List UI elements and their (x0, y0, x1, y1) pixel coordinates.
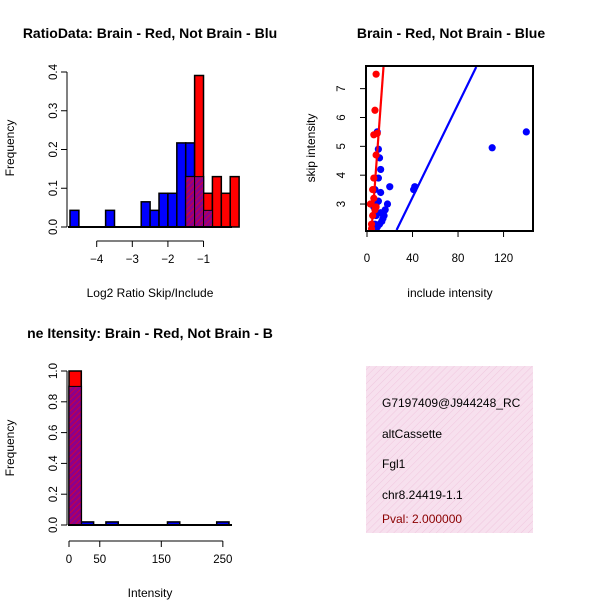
bar-overlap (203, 209, 213, 228)
y-tick-label: 0.3 (48, 103, 60, 119)
y-tick-label: 0.0 (48, 517, 60, 533)
x-tick-label: −1 (197, 254, 210, 266)
y-tick-label: 3 (336, 201, 348, 207)
chart-title: ne Itensity: Brain - Red, Not Brain - B (27, 325, 273, 341)
intensity-scatter: Brain - Red, Not Brain - Blue 0 40 80 120 3… (304, 25, 545, 300)
y-tick-label: 6 (336, 114, 348, 120)
bar-not-brain (176, 142, 187, 228)
bar-overlap (185, 176, 196, 228)
y-tick-label: 0.2 (48, 142, 60, 158)
ratio-histogram: RatioData: Brain - Red, Not Brain - Blu … (3, 25, 277, 300)
x-tick-label: −2 (161, 254, 174, 266)
y-tick-label: 5 (336, 143, 348, 149)
y-tick-label: 0.0 (48, 219, 60, 235)
plot-frame (365, 65, 534, 232)
bar-not-brain (158, 192, 169, 228)
chart-title: RatioData: Brain - Red, Not Brain - Blu (23, 25, 277, 41)
fit-line-brain (370, 67, 385, 230)
x-tick-label: 80 (452, 253, 465, 265)
bar-not-brain (167, 192, 178, 228)
x-tick-label: 120 (494, 253, 513, 265)
point-not-brain (383, 200, 392, 208)
y-tick-label: 0.6 (48, 425, 60, 441)
bar-not-brain (104, 209, 116, 228)
x-tick-label: −3 (126, 254, 139, 266)
x-axis-label: Log2 Ratio Skip/Include (87, 286, 214, 300)
bar-brain (220, 192, 231, 228)
x-tick-label: 0 (364, 253, 370, 265)
location: chr8.24419-1.1 (382, 488, 463, 502)
intensity-histogram: ne Itensity: Brain - Red, Not Brain - B … (3, 325, 273, 600)
point-not-brain (377, 188, 385, 197)
pval-text: Pval: 2.000000 (382, 512, 462, 526)
x-tick-label: 40 (406, 253, 419, 265)
y-tick-label: 0.1 (48, 180, 60, 196)
point-not-brain (386, 183, 394, 191)
x-tick-label: 50 (93, 554, 106, 566)
bar-not-brain (140, 201, 151, 228)
point-not-brain (522, 128, 530, 136)
y-tick-label: 7 (336, 85, 348, 91)
y-tick-label: 0.4 (48, 63, 60, 80)
y-tick-label: 4 (336, 171, 348, 178)
bar-overlap (194, 176, 205, 228)
fit-line-not-brain (395, 67, 478, 230)
info-panel: G7197409@J944248_RC altCassette Fgl1 chr… (366, 366, 533, 533)
x-tick-label: 250 (213, 554, 232, 566)
bar-not-brain (149, 209, 160, 228)
y-tick-label: 0.8 (48, 394, 60, 410)
point-brain (371, 106, 379, 114)
bar-not-brain (69, 209, 80, 228)
y-axis-label: Frequency (3, 120, 17, 177)
x-axis-label: Intensity (128, 586, 173, 600)
y-axis-label: skip intensity (304, 114, 318, 183)
x-tick-label: 150 (152, 554, 171, 566)
x-tick-label: 0 (66, 554, 72, 566)
y-tick-label: 0.4 (48, 455, 60, 472)
bar-brain (229, 175, 240, 228)
chart-title: Brain - Red, Not Brain - Blue (357, 25, 545, 41)
bar-overlap (68, 385, 82, 526)
point-not-brain (381, 206, 389, 214)
info-background (366, 366, 533, 533)
y-tick-label: 1.0 (48, 363, 60, 379)
point-not-brain (488, 144, 496, 152)
point-brain (372, 70, 380, 78)
probe-id: G7197409@J944248_RC (382, 396, 521, 410)
point-not-brain (377, 165, 385, 174)
y-tick-label: 0.2 (48, 486, 60, 502)
event-type: altCassette (382, 427, 442, 441)
bar-brain (211, 175, 223, 228)
x-axis-label: include intensity (407, 286, 492, 300)
y-axis-label: Frequency (3, 420, 17, 477)
gene-name: Fgl1 (382, 457, 406, 471)
x-tick-label: −4 (90, 254, 104, 266)
